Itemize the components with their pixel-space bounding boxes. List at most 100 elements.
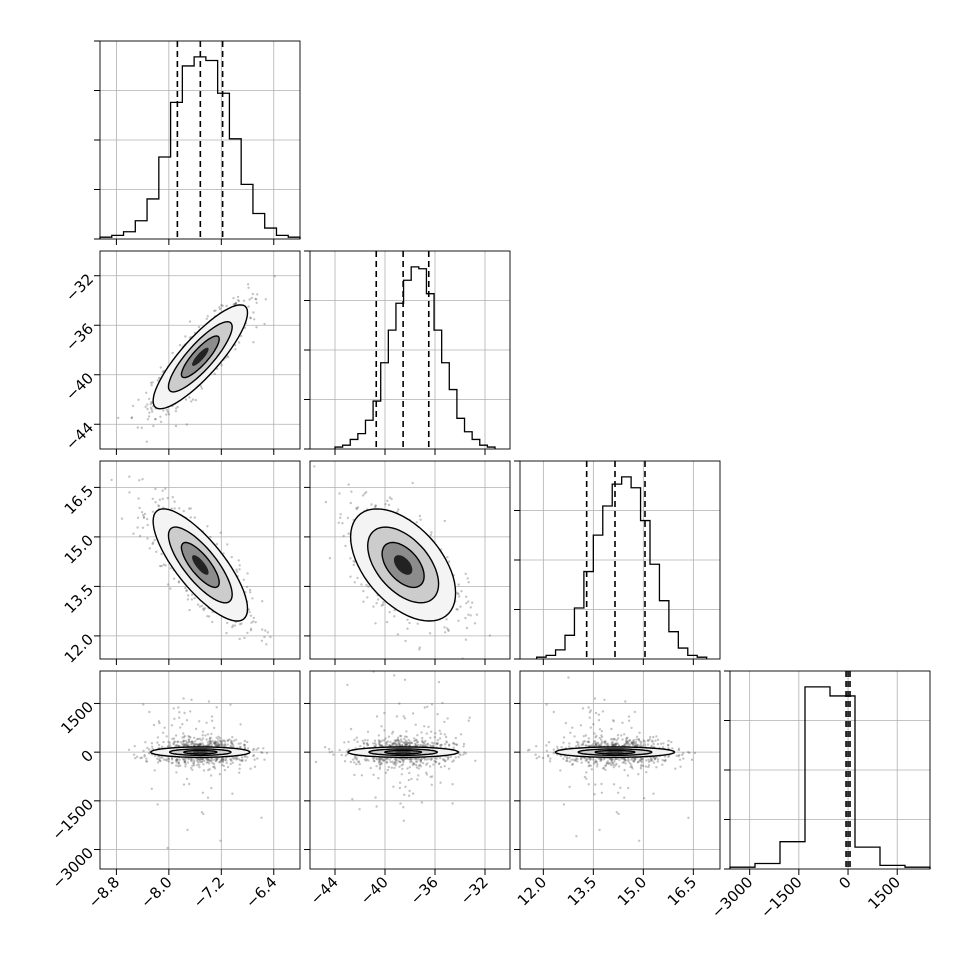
- sample-point: [135, 755, 139, 758]
- sample-point: [198, 758, 201, 761]
- sample-point: [594, 742, 597, 745]
- sample-point: [402, 819, 405, 822]
- sample-point: [615, 742, 618, 745]
- sample-point: [166, 583, 170, 586]
- sample-point: [193, 516, 196, 519]
- density-contour-3: [192, 751, 208, 753]
- sample-point: [230, 741, 233, 744]
- sample-point: [219, 758, 222, 762]
- sample-point: [226, 355, 230, 359]
- sample-point: [246, 572, 249, 575]
- sample-point: [393, 739, 396, 742]
- sample-point: [182, 757, 186, 761]
- sample-point: [175, 764, 178, 767]
- sample-point: [385, 620, 389, 624]
- sample-point: [229, 744, 232, 747]
- sample-point: [177, 740, 180, 744]
- panel-frame: [99, 250, 301, 450]
- sample-point: [404, 742, 407, 745]
- sample-point: [210, 715, 214, 718]
- sample-point: [382, 601, 385, 604]
- sample-point: [205, 761, 208, 764]
- sample-point: [247, 286, 250, 289]
- density-contour-3: [393, 555, 413, 575]
- sample-point: [430, 757, 434, 760]
- sample-point: [415, 521, 418, 524]
- sample-point: [161, 370, 165, 374]
- sample-point: [457, 595, 461, 598]
- sample-point: [210, 732, 213, 736]
- sample-point: [380, 604, 383, 607]
- sample-point: [175, 744, 178, 747]
- sample-point: [568, 742, 571, 745]
- sample-point: [217, 735, 220, 738]
- sample-point: [456, 608, 459, 611]
- sample-point: [151, 747, 154, 751]
- sample-point: [140, 426, 143, 429]
- sample-point: [337, 521, 340, 524]
- sample-point: [214, 759, 218, 763]
- sample-point: [611, 762, 614, 765]
- sample-point: [229, 758, 232, 761]
- sample-point: [166, 745, 170, 748]
- sample-point: [615, 742, 618, 746]
- sample-point: [184, 739, 188, 743]
- sample-point: [607, 762, 611, 765]
- sample-point: [414, 743, 417, 746]
- sample-point: [574, 759, 578, 762]
- sample-point: [244, 759, 247, 762]
- sample-point: [147, 397, 151, 401]
- sample-point: [138, 506, 141, 510]
- sample-point: [149, 381, 153, 384]
- sample-point: [459, 733, 463, 736]
- sample-point: [217, 744, 221, 747]
- sample-point: [241, 758, 244, 762]
- sample-point: [457, 592, 460, 596]
- sample-point: [174, 759, 178, 762]
- sample-point: [410, 741, 414, 745]
- sample-point: [151, 510, 155, 513]
- sample-point: [197, 744, 200, 747]
- sample-point: [613, 744, 617, 747]
- sample-point: [221, 758, 224, 761]
- sample-point: [380, 744, 383, 747]
- sample-point: [594, 743, 598, 746]
- sample-point: [363, 739, 367, 742]
- panel-frame: [99, 460, 301, 660]
- sample-point: [167, 757, 171, 761]
- sample-point: [221, 743, 224, 746]
- sample-point: [381, 758, 385, 761]
- sample-point: [219, 759, 223, 763]
- sample-point: [189, 758, 193, 761]
- sample-point: [177, 761, 181, 764]
- sample-point: [205, 757, 208, 760]
- sample-point: [362, 741, 365, 745]
- sample-point: [149, 406, 153, 409]
- sample-point: [238, 758, 242, 762]
- sample-point: [387, 735, 391, 738]
- sample-point: [165, 759, 169, 762]
- sample-point: [133, 745, 136, 748]
- sample-point: [423, 743, 426, 746]
- sample-point: [246, 283, 250, 286]
- sample-point: [201, 791, 205, 794]
- sample-point: [378, 757, 382, 761]
- sample-point: [600, 730, 604, 733]
- sample-point: [446, 758, 450, 761]
- sample-point: [117, 416, 120, 420]
- hist-step-3: [729, 686, 931, 869]
- sample-point: [435, 742, 439, 746]
- sample-point: [193, 744, 197, 747]
- sample-point: [230, 740, 233, 743]
- sample-point: [231, 756, 234, 759]
- sample-point: [464, 616, 467, 620]
- sample-point: [379, 759, 382, 762]
- sample-point: [208, 742, 212, 745]
- sample-point: [340, 753, 343, 757]
- sample-point: [160, 745, 164, 748]
- sample-point: [429, 736, 432, 739]
- sample-point: [599, 758, 603, 761]
- sample-point: [414, 760, 418, 763]
- sample-point: [167, 740, 170, 744]
- sample-point: [142, 516, 146, 520]
